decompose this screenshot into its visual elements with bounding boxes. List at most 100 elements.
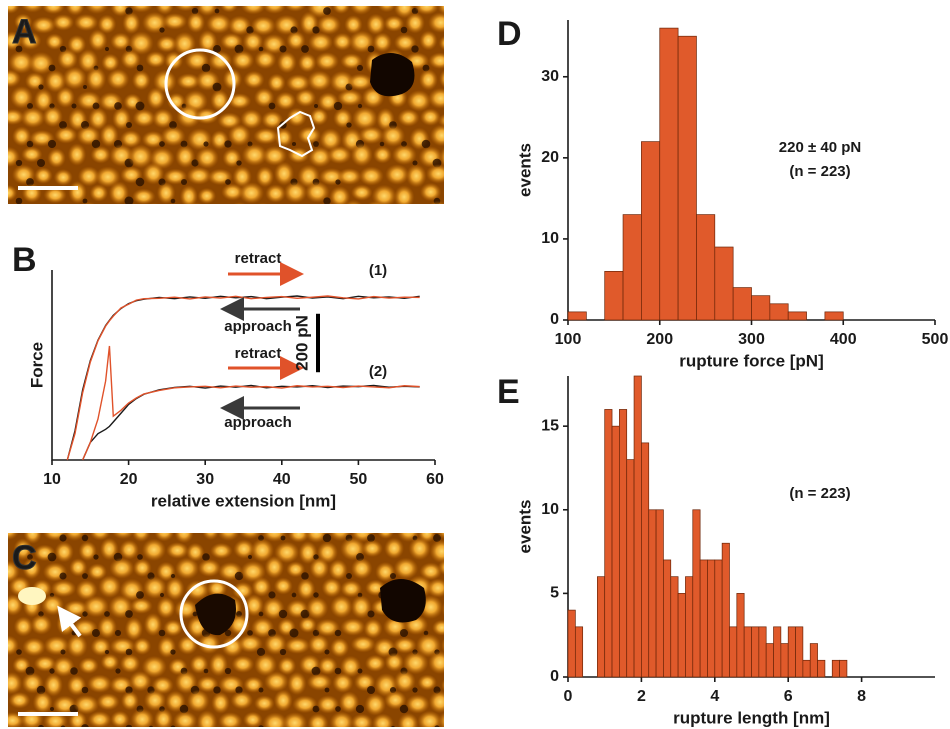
- lattice-spot: [111, 533, 135, 540]
- pore: [268, 591, 276, 599]
- pore: [59, 572, 67, 580]
- bar: [677, 35, 697, 321]
- defect: [370, 52, 415, 97]
- lattice-spot: [238, 533, 263, 540]
- lattice-spot: [101, 53, 120, 72]
- lattice-spot: [31, 16, 57, 34]
- lattice-spot: [131, 70, 151, 91]
- lattice-spot: [330, 595, 353, 619]
- bar: [780, 643, 789, 678]
- pore: [70, 667, 78, 675]
- lattice-spot: [358, 126, 384, 145]
- pore: [27, 217, 33, 223]
- lattice-spot: [414, 6, 440, 16]
- lattice-spot: [196, 6, 218, 17]
- lattice-spot: [8, 69, 21, 88]
- pore: [456, 649, 462, 655]
- lattice-spot: [208, 50, 233, 71]
- lattice-spot: [20, 107, 46, 128]
- lattice-spot: [233, 202, 247, 204]
- lattice-spot: [350, 595, 372, 619]
- lattice-spot: [255, 166, 275, 188]
- y-tick-label: 30: [541, 68, 559, 85]
- pore: [81, 686, 89, 694]
- y-axis-label: events: [515, 500, 534, 554]
- lattice-spot: [85, 66, 107, 91]
- pore: [15, 197, 23, 204]
- lattice-spot: [428, 12, 444, 33]
- bar: [567, 311, 587, 321]
- lattice-spot: [317, 656, 338, 675]
- lattice-spot: [292, 695, 318, 714]
- bar: [655, 509, 664, 678]
- lattice-spot: [284, 6, 307, 12]
- pore: [38, 724, 44, 727]
- lattice-spot: [384, 537, 405, 559]
- lattice-spot: [298, 53, 317, 73]
- bar: [663, 559, 672, 678]
- pore: [180, 178, 188, 186]
- lattice-spot: [145, 51, 167, 68]
- lattice-spot: [87, 674, 113, 693]
- pore: [224, 629, 232, 637]
- pore: [236, 160, 242, 166]
- lattice-spot: [106, 68, 130, 90]
- lattice-spot: [347, 73, 374, 91]
- lattice-spot: [66, 634, 88, 658]
- x-tick-label: 8: [857, 688, 866, 705]
- lattice-spot: [284, 637, 311, 654]
- bar: [809, 643, 818, 678]
- lattice-spot: [230, 691, 254, 710]
- lattice-spot: [89, 184, 109, 202]
- lattice-spot: [287, 671, 307, 696]
- lattice-spot: [426, 578, 444, 598]
- lattice-spot: [305, 203, 311, 204]
- pore: [322, 533, 332, 543]
- bar: [619, 409, 628, 678]
- x-axis-label: rupture length [nm]: [673, 708, 830, 727]
- lattice-spot: [122, 12, 141, 35]
- pore: [125, 648, 133, 656]
- pore: [170, 649, 176, 655]
- lattice-spot: [233, 539, 255, 559]
- lattice-spot: [380, 124, 406, 147]
- pore: [402, 218, 406, 222]
- pore: [357, 103, 363, 109]
- lattice-spot: [261, 533, 288, 542]
- lattice-spot: [8, 184, 18, 202]
- highlight-circle: [164, 48, 236, 120]
- lattice-spot: [131, 188, 156, 204]
- lattice-spot: [438, 35, 444, 51]
- pore: [400, 26, 408, 34]
- lattice-spot: [326, 145, 352, 165]
- lattice-spot: [188, 202, 203, 204]
- lattice-spot: [419, 562, 443, 581]
- pore: [335, 706, 341, 712]
- lattice-spot: [361, 539, 383, 558]
- lattice-spot: [45, 33, 64, 50]
- pore: [82, 573, 88, 579]
- bar: [677, 593, 686, 678]
- lattice-spot: [438, 69, 444, 88]
- lattice-spot: [402, 651, 429, 675]
- pore: [258, 46, 264, 52]
- lattice-spot: [409, 204, 428, 221]
- lattice-spot: [419, 108, 441, 126]
- lattice-spot: [383, 205, 406, 223]
- scale-bar-label: 200 pN: [292, 315, 311, 371]
- lattice-spot: [154, 533, 175, 542]
- lattice-spot: [57, 48, 78, 70]
- lattice-spot: [97, 14, 117, 34]
- pore: [455, 572, 463, 580]
- lattice-spot: [304, 181, 330, 203]
- lattice-spot: [97, 616, 117, 639]
- lattice-spot: [286, 30, 306, 50]
- lattice-spot: [14, 13, 33, 31]
- lattice-spot: [211, 691, 230, 714]
- lattice-spot: [47, 148, 66, 168]
- x-tick-label: 6: [784, 688, 793, 705]
- lattice-spot: [254, 49, 277, 70]
- lattice-spot: [155, 6, 175, 15]
- lattice-spot: [20, 6, 45, 13]
